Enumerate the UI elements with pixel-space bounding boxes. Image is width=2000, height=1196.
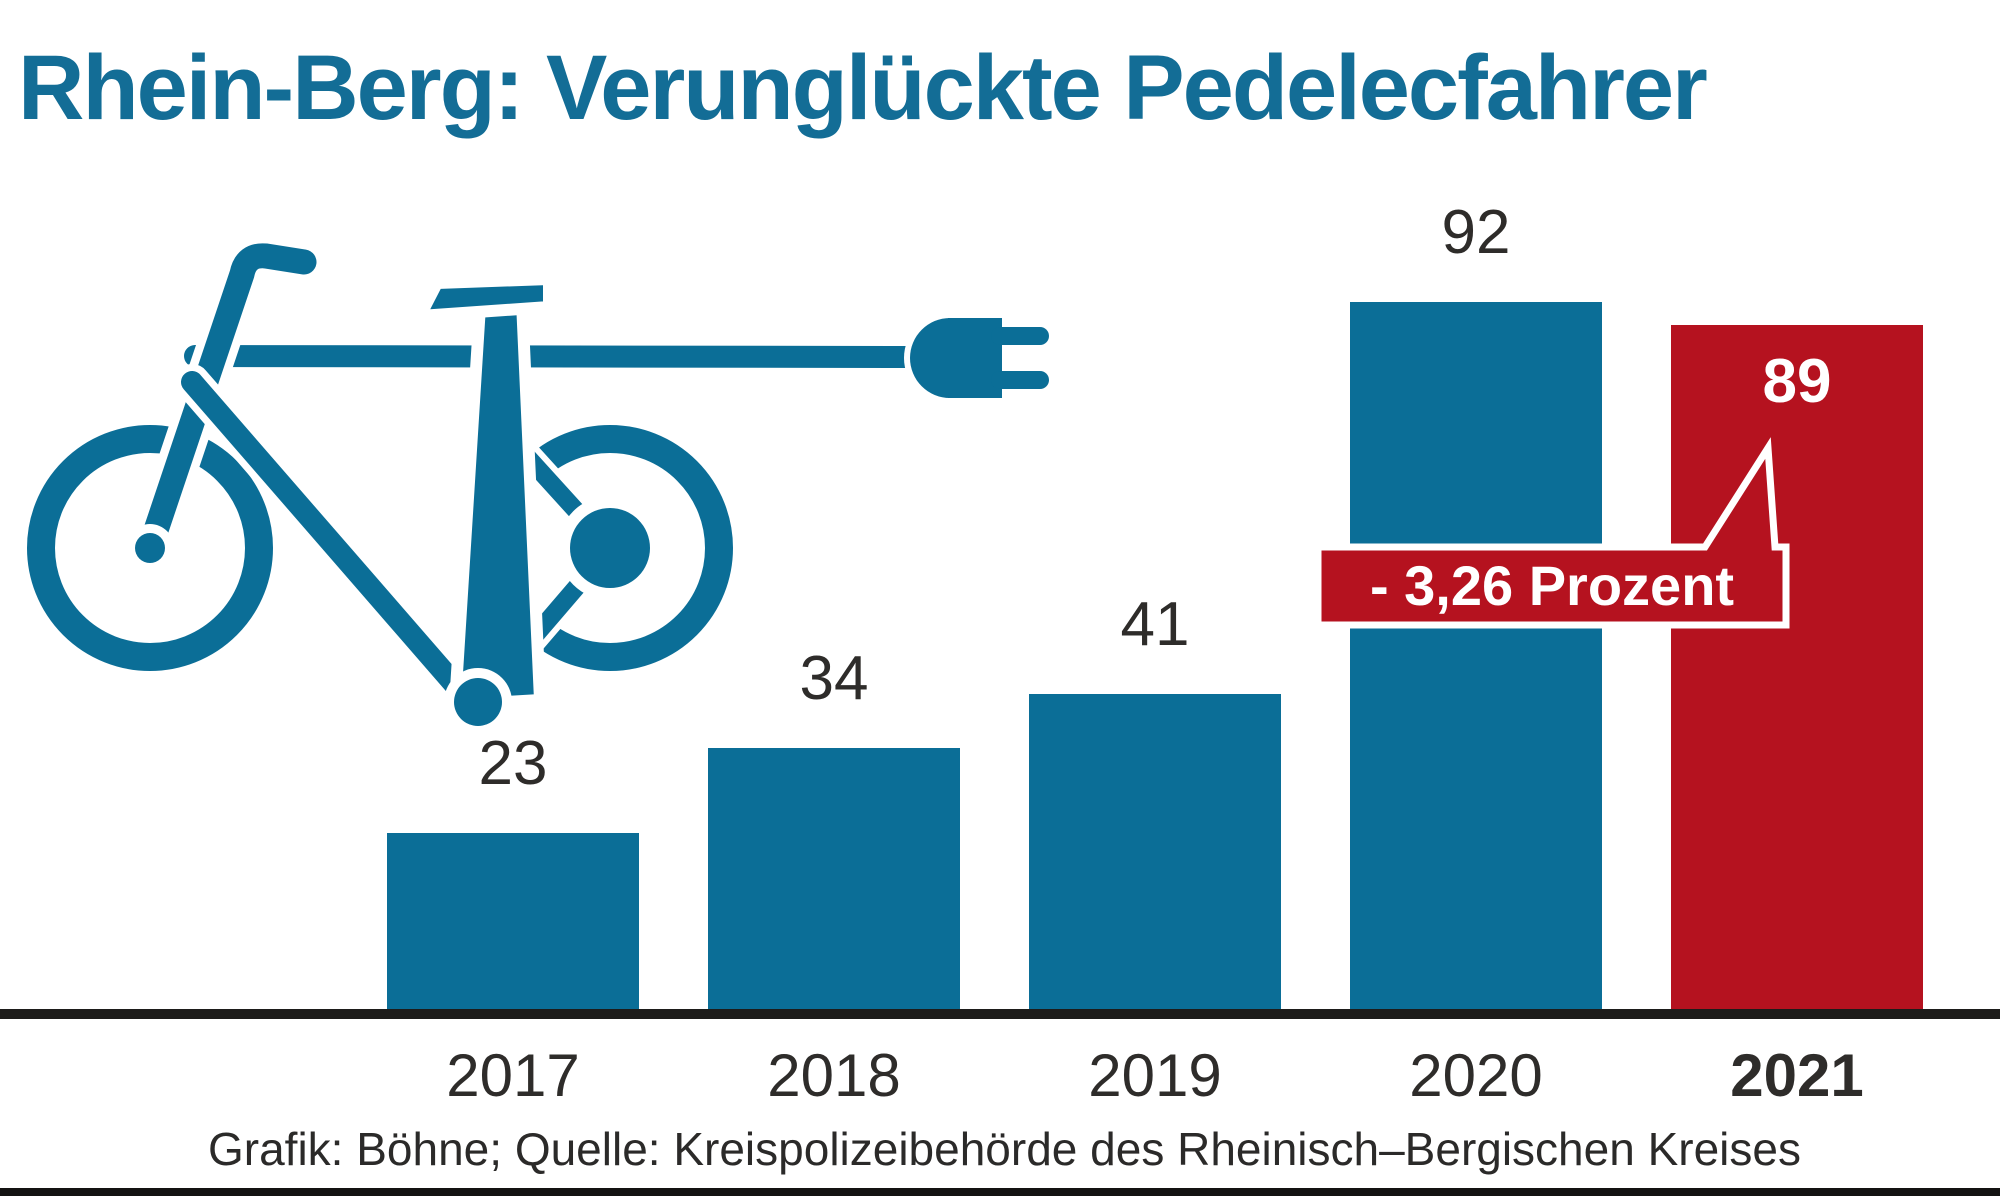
bar-2018 [708, 748, 960, 1010]
value-label-2018: 34 [799, 644, 869, 713]
bar-2017 [387, 833, 639, 1010]
x-axis-label-2021: 2021 [1730, 1042, 1864, 1109]
x-axis-label-2020: 2020 [1409, 1042, 1543, 1109]
value-label-2019: 41 [1120, 590, 1190, 659]
x-axis-label-2017: 2017 [446, 1042, 580, 1109]
bar-2020 [1350, 302, 1602, 1010]
x-axis-baseline [0, 1009, 2000, 1019]
bar-2019 [1029, 694, 1281, 1010]
x-axis-label-2018: 2018 [767, 1042, 901, 1109]
bar-2021 [1671, 325, 1923, 1010]
pedelec-bicycle-with-power-plug-icon [16, 234, 1059, 736]
value-label-2020: 92 [1441, 198, 1511, 267]
power-plug-icon [904, 312, 1059, 404]
bottom-border [0, 1188, 2000, 1196]
annotation-label: - 3,26 Prozent [1369, 554, 1735, 617]
chart-title: Rhein-Berg: Verunglückte Pedelecfahrer [18, 37, 1708, 139]
source-credit: Grafik: Böhne; Quelle: Kreispolizeibehör… [208, 1123, 1801, 1175]
value-label-2021: 89 [1762, 347, 1832, 416]
x-axis-label-2019: 2019 [1088, 1042, 1222, 1109]
value-label-2017: 23 [478, 729, 548, 798]
